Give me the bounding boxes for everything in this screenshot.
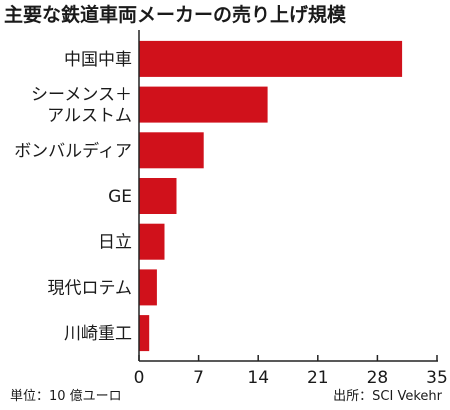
x-tick-label: 0 — [134, 368, 145, 388]
bar-5 — [139, 269, 157, 306]
category-label-line: アルストム — [47, 106, 132, 126]
category-label: GE — [108, 187, 132, 207]
category-label-line: 川崎重工 — [64, 324, 132, 344]
category-label: シーメンス＋アルストム — [31, 85, 132, 126]
category-label-line: 日立 — [98, 233, 132, 253]
bar-4 — [139, 223, 165, 260]
category-label-line: 現代ロテム — [48, 278, 133, 298]
category-label-line: GE — [108, 187, 132, 207]
bar-6 — [139, 315, 150, 352]
x-tick-label: 21 — [307, 368, 329, 388]
x-tick-label: 28 — [367, 368, 389, 388]
bar-1 — [139, 86, 268, 123]
category-label: ボンバルディア — [14, 140, 132, 161]
category-label: 現代ロテム — [48, 278, 133, 298]
bar-2 — [139, 132, 204, 169]
x-tick-label: 7 — [193, 368, 204, 388]
category-label-line: 中国中車 — [64, 50, 132, 70]
category-label-line: ボンバルディア — [14, 140, 132, 161]
category-label: 中国中車 — [64, 50, 132, 70]
x-tick-label: 14 — [247, 368, 269, 388]
unit-note: 単位：10 億ユーロ — [10, 389, 122, 404]
category-label-line: シーメンス＋ — [31, 85, 132, 105]
category-label: 川崎重工 — [64, 324, 132, 344]
source-note: 出所：SCI Vekehr — [333, 389, 442, 404]
x-tick-label: 35 — [426, 368, 448, 388]
chart-title: 主要な鉄道車両メーカーの売り上げ規模 — [4, 4, 347, 26]
bar-0 — [139, 40, 403, 77]
bar-3 — [139, 178, 177, 214]
category-label: 日立 — [98, 233, 132, 253]
